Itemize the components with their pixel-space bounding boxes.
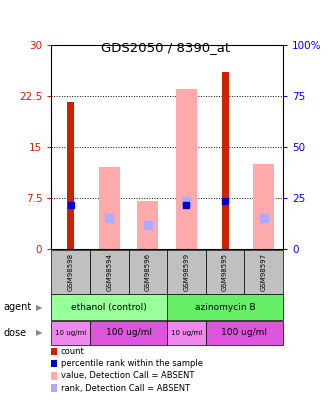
Text: GSM98596: GSM98596 (145, 253, 151, 291)
Text: rank, Detection Call = ABSENT: rank, Detection Call = ABSENT (61, 384, 190, 392)
Bar (176, 89, 197, 249)
Text: GSM98595: GSM98595 (222, 253, 228, 291)
Text: agent: agent (3, 302, 31, 312)
Text: percentile rank within the sample: percentile rank within the sample (61, 359, 203, 368)
Bar (221, 72, 228, 249)
Text: GSM98598: GSM98598 (68, 253, 73, 291)
Text: azinomycin B: azinomycin B (195, 303, 256, 312)
Text: GSM98594: GSM98594 (106, 253, 112, 291)
Text: dose: dose (3, 328, 26, 338)
Text: 100 ug/ml: 100 ug/ml (221, 328, 267, 337)
Text: ▶: ▶ (36, 303, 42, 312)
Text: GDS2050 / 8390_at: GDS2050 / 8390_at (101, 41, 230, 54)
Text: count: count (61, 347, 84, 356)
Text: GSM98599: GSM98599 (183, 253, 189, 291)
Bar (253, 164, 274, 249)
Text: GSM98597: GSM98597 (261, 253, 267, 291)
Text: 10 ug/ml: 10 ug/ml (171, 330, 202, 336)
Bar (67, 102, 74, 249)
Text: value, Detection Call = ABSENT: value, Detection Call = ABSENT (61, 371, 194, 380)
Text: 10 ug/ml: 10 ug/ml (55, 330, 86, 336)
Bar (137, 201, 159, 249)
Text: ▶: ▶ (36, 328, 42, 337)
Bar (99, 167, 120, 249)
Text: 100 ug/ml: 100 ug/ml (106, 328, 152, 337)
Text: ethanol (control): ethanol (control) (71, 303, 147, 312)
